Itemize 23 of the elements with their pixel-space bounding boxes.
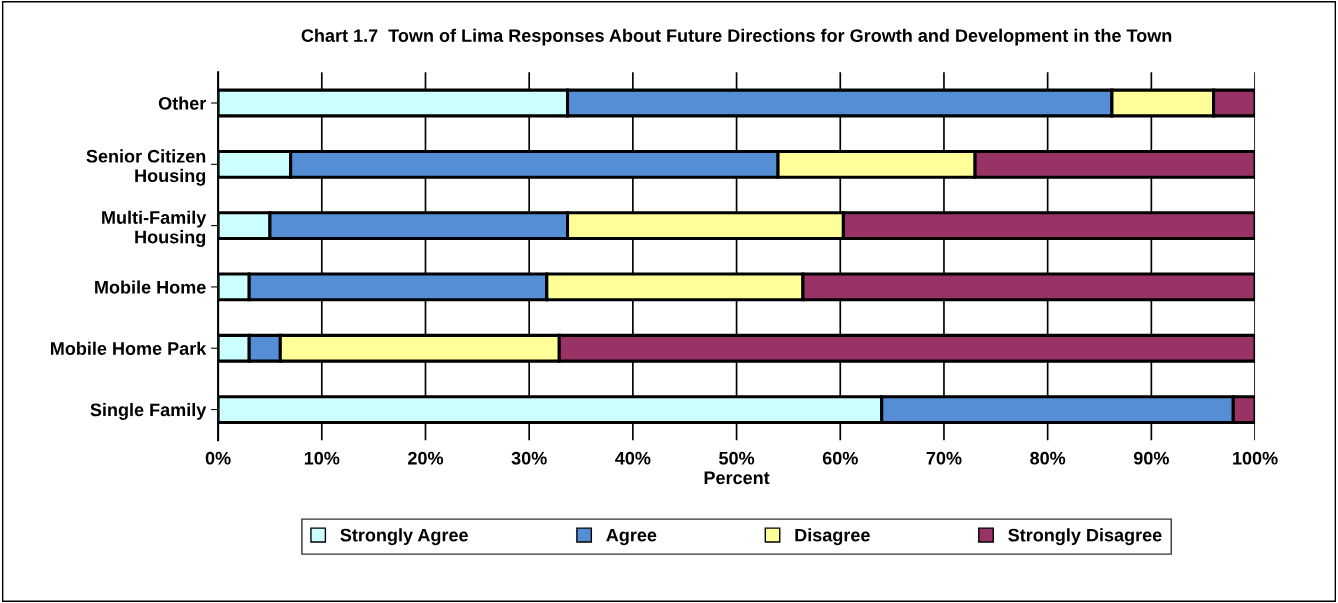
x-tick-label: 40% bbox=[615, 451, 651, 465]
chart-title: Chart 1.7 Town of Lima Responses About Future Directions for Growth and Development in the Town bbox=[301, 28, 1172, 46]
y-tick-label: Mobile Home Park bbox=[50, 341, 207, 355]
x-tick-label: 0% bbox=[205, 451, 231, 465]
x-axis-title: Percent bbox=[704, 471, 770, 485]
x-tick-label: 30% bbox=[511, 451, 547, 465]
x-tick-label: 90% bbox=[1133, 451, 1169, 465]
x-tick-label: 60% bbox=[822, 451, 858, 465]
y-tick-label: Multi-Family Housing bbox=[102, 210, 207, 248]
y-tick-label: Mobile Home bbox=[95, 280, 206, 294]
x-tick-label: 70% bbox=[926, 451, 962, 465]
x-tick-label: 50% bbox=[719, 451, 755, 465]
legend-label: Disagree bbox=[795, 528, 870, 546]
y-tick-label: Single Family bbox=[90, 403, 207, 420]
y-tick-label: Senior Citizen Housing bbox=[86, 149, 206, 186]
x-tick-label: 80% bbox=[1030, 451, 1066, 465]
y-tick-label: Other bbox=[158, 96, 207, 110]
legend-label: Strongly Agree bbox=[340, 528, 468, 546]
x-tick-label: 20% bbox=[408, 451, 444, 465]
legend-label: Strongly Disagree bbox=[1008, 528, 1162, 546]
x-tick-label: 100% bbox=[1233, 451, 1278, 465]
x-tick-label: 10% bbox=[304, 451, 340, 465]
legend-label: Agree bbox=[606, 528, 657, 546]
